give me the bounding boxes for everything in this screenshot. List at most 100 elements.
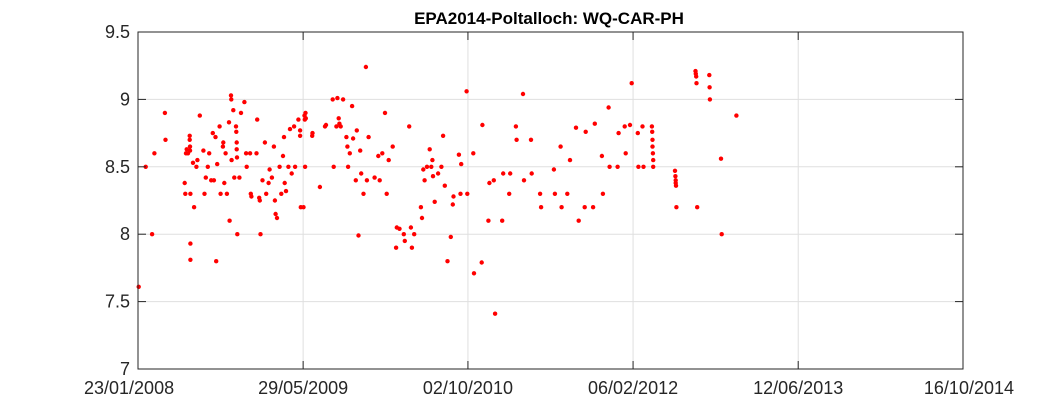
data-point xyxy=(280,153,286,159)
data-point xyxy=(380,151,385,156)
data-point xyxy=(215,161,220,167)
data-point xyxy=(492,311,498,316)
data-point xyxy=(623,151,628,156)
data-point xyxy=(269,175,275,180)
data-point xyxy=(331,164,336,169)
data-point xyxy=(234,129,239,134)
data-point xyxy=(439,164,444,169)
data-point xyxy=(641,164,646,169)
plot-area-frame xyxy=(137,31,964,370)
data-point xyxy=(229,97,234,102)
data-point xyxy=(187,137,192,142)
data-point xyxy=(207,151,212,156)
data-point xyxy=(719,232,724,237)
data-point xyxy=(582,205,587,210)
data-point xyxy=(282,180,287,186)
data-point xyxy=(163,137,168,142)
data-point xyxy=(471,151,476,156)
data-point xyxy=(435,171,441,176)
data-point xyxy=(408,225,414,230)
data-point xyxy=(359,171,364,176)
data-point xyxy=(344,134,349,140)
data-point xyxy=(203,175,208,180)
data-point xyxy=(361,191,366,196)
data-point xyxy=(291,124,297,129)
data-point xyxy=(412,232,417,237)
data-point xyxy=(718,156,724,161)
data-points xyxy=(136,64,739,316)
data-point xyxy=(363,64,369,70)
y-axis-tick-labels: 7 7.5 8 8.5 9 9.5 xyxy=(105,22,130,379)
data-point xyxy=(349,103,355,109)
x-tick-label: 16/10/2014 xyxy=(924,378,1014,398)
data-point xyxy=(390,144,395,149)
data-point xyxy=(458,191,463,196)
data-point xyxy=(223,151,228,156)
data-point xyxy=(707,72,712,78)
data-point xyxy=(279,191,284,196)
data-point xyxy=(386,157,391,163)
data-point xyxy=(694,74,699,79)
data-point xyxy=(234,140,239,145)
data-point xyxy=(567,157,573,163)
data-point xyxy=(734,113,739,118)
data-point xyxy=(197,113,202,118)
data-point xyxy=(182,180,187,186)
data-point xyxy=(486,218,491,223)
data-point xyxy=(338,124,343,129)
data-point xyxy=(234,155,240,160)
data-point xyxy=(520,91,526,97)
data-point xyxy=(627,122,633,128)
data-point xyxy=(345,164,351,169)
data-point xyxy=(210,130,215,136)
data-point xyxy=(448,234,453,240)
data-point xyxy=(334,124,339,129)
data-point xyxy=(576,218,581,223)
data-point xyxy=(376,153,381,159)
data-point xyxy=(600,191,606,196)
y-tick-label: 7.5 xyxy=(105,292,130,312)
data-point xyxy=(191,205,197,210)
data-point xyxy=(187,133,192,138)
data-point xyxy=(650,144,655,149)
data-point xyxy=(211,178,217,183)
data-point xyxy=(274,215,280,221)
data-point xyxy=(538,205,544,210)
data-point xyxy=(559,205,564,210)
data-point xyxy=(232,175,237,180)
data-point xyxy=(289,171,294,176)
data-point xyxy=(194,164,199,169)
data-point xyxy=(640,124,645,129)
data-point xyxy=(188,191,193,196)
data-point xyxy=(162,110,168,116)
data-point xyxy=(590,205,596,210)
data-point xyxy=(220,144,226,149)
data-point xyxy=(190,160,196,165)
data-point xyxy=(353,178,358,183)
data-point xyxy=(427,147,432,152)
data-point xyxy=(521,178,527,183)
data-point xyxy=(592,121,597,126)
data-point xyxy=(432,199,437,204)
data-point xyxy=(227,218,232,223)
data-point xyxy=(183,191,188,196)
data-point xyxy=(649,124,655,129)
data-point xyxy=(471,271,477,276)
data-point xyxy=(707,85,712,90)
data-point xyxy=(622,124,627,129)
data-point xyxy=(393,245,399,250)
data-point xyxy=(409,245,415,250)
data-point xyxy=(694,81,699,86)
data-point xyxy=(226,120,232,125)
data-point xyxy=(229,157,234,163)
data-point xyxy=(629,81,634,86)
y-tick-label: 8.5 xyxy=(105,157,130,177)
data-point xyxy=(237,175,242,180)
data-point xyxy=(221,140,226,145)
data-point xyxy=(254,151,259,156)
data-point xyxy=(233,124,239,129)
data-point xyxy=(445,259,450,264)
x-tick-label: 12/06/2013 xyxy=(753,378,843,398)
data-point xyxy=(149,232,155,237)
